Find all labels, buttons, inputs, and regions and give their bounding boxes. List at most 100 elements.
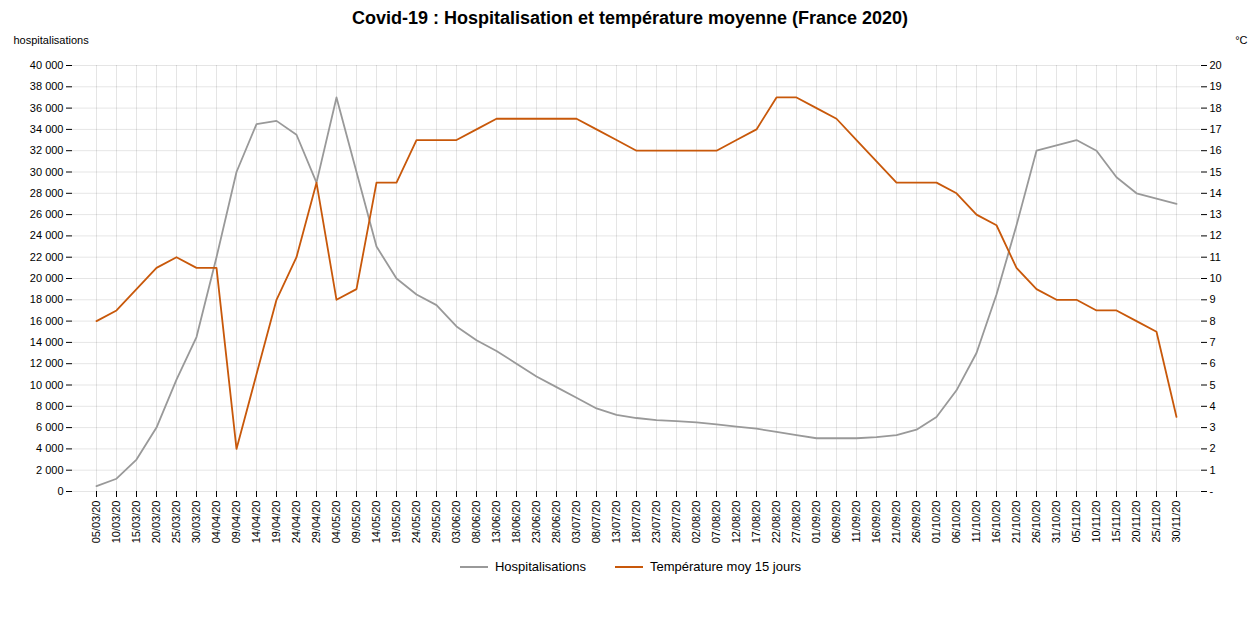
svg-text:11/09/20: 11/09/20 [850, 501, 862, 543]
svg-text:18 000: 18 000 [30, 293, 64, 305]
svg-text:14/04/20: 14/04/20 [250, 501, 262, 544]
svg-text:12 000: 12 000 [30, 357, 64, 369]
svg-text:29/04/20: 29/04/20 [310, 501, 322, 544]
svg-text:30 000: 30 000 [30, 166, 64, 178]
svg-text:09/04/20: 09/04/20 [230, 501, 242, 544]
svg-text:22/08/20: 22/08/20 [770, 501, 782, 544]
svg-text:16/09/20: 16/09/20 [870, 501, 882, 544]
svg-text:13/07/20: 13/07/20 [610, 501, 622, 544]
svg-text:08/07/20: 08/07/20 [590, 501, 602, 544]
svg-text:07/08/20: 07/08/20 [710, 501, 722, 544]
svg-text:25/03/20: 25/03/20 [170, 501, 182, 544]
svg-text:20: 20 [1210, 59, 1222, 71]
svg-text:29/05/20: 29/05/20 [430, 501, 442, 544]
svg-text:13/06/20: 13/06/20 [490, 501, 502, 544]
svg-text:16 000: 16 000 [30, 315, 64, 327]
svg-text:04/05/20: 04/05/20 [330, 501, 342, 544]
svg-text:-: - [1210, 485, 1214, 497]
svg-text:1: 1 [1210, 464, 1216, 476]
svg-text:8 000: 8 000 [36, 400, 64, 412]
svg-text:10/11/20: 10/11/20 [1090, 501, 1102, 543]
svg-text:12/08/20: 12/08/20 [730, 501, 742, 544]
svg-text:28/06/20: 28/06/20 [550, 501, 562, 544]
svg-text:30/03/20: 30/03/20 [190, 501, 202, 544]
svg-text:8: 8 [1210, 315, 1216, 327]
svg-text:24/04/20: 24/04/20 [290, 501, 302, 544]
svg-text:11/10/20: 11/10/20 [970, 501, 982, 543]
svg-text:7: 7 [1210, 336, 1216, 348]
svg-text:01/10/20: 01/10/20 [930, 501, 942, 544]
svg-text:18/06/20: 18/06/20 [510, 501, 522, 544]
svg-text:40 000: 40 000 [30, 59, 64, 71]
svg-text:28/07/20: 28/07/20 [670, 501, 682, 544]
svg-text:12: 12 [1210, 229, 1222, 241]
svg-text:9: 9 [1210, 293, 1216, 305]
svg-text:18: 18 [1210, 102, 1222, 114]
svg-text:34 000: 34 000 [30, 123, 64, 135]
svg-text:6: 6 [1210, 357, 1216, 369]
svg-text:14 000: 14 000 [30, 336, 64, 348]
svg-text:04/04/20: 04/04/20 [210, 501, 222, 544]
svg-text:27/08/20: 27/08/20 [790, 501, 802, 544]
svg-text:28 000: 28 000 [30, 187, 64, 199]
svg-text:13: 13 [1210, 208, 1222, 220]
svg-text:19: 19 [1210, 80, 1222, 92]
svg-text:20/11/20: 20/11/20 [1130, 501, 1142, 543]
svg-text:hospitalisations: hospitalisations [14, 34, 90, 46]
svg-text:17: 17 [1210, 123, 1222, 135]
svg-text:°C: °C [1235, 34, 1247, 46]
svg-text:10 000: 10 000 [30, 379, 64, 391]
svg-text:2: 2 [1210, 442, 1216, 454]
svg-text:36 000: 36 000 [30, 102, 64, 114]
svg-text:05/03/20: 05/03/20 [90, 501, 102, 544]
svg-text:09/05/20: 09/05/20 [350, 501, 362, 544]
svg-text:18/07/20: 18/07/20 [630, 501, 642, 544]
svg-text:30/11/20: 30/11/20 [1170, 501, 1182, 543]
svg-text:5: 5 [1210, 379, 1216, 391]
svg-text:19/05/20: 19/05/20 [390, 501, 402, 544]
svg-text:38 000: 38 000 [30, 80, 64, 92]
svg-text:14/05/20: 14/05/20 [370, 501, 382, 544]
svg-text:02/08/20: 02/08/20 [690, 501, 702, 544]
svg-text:26/09/20: 26/09/20 [910, 501, 922, 544]
svg-text:16: 16 [1210, 144, 1222, 156]
svg-text:15: 15 [1210, 166, 1222, 178]
svg-text:11: 11 [1210, 251, 1221, 263]
svg-text:06/10/20: 06/10/20 [950, 501, 962, 544]
svg-text:03/06/20: 03/06/20 [450, 501, 462, 544]
svg-text:05/11/20: 05/11/20 [1070, 501, 1082, 543]
svg-text:22 000: 22 000 [30, 251, 64, 263]
svg-text:10: 10 [1210, 272, 1222, 284]
svg-text:15/11/20: 15/11/20 [1110, 501, 1122, 543]
svg-text:3: 3 [1210, 421, 1216, 433]
svg-text:08/06/20: 08/06/20 [470, 501, 482, 544]
svg-text:23/07/20: 23/07/20 [650, 501, 662, 544]
svg-text:17/08/20: 17/08/20 [750, 501, 762, 544]
svg-text:16/10/20: 16/10/20 [990, 501, 1002, 544]
svg-text:2 000: 2 000 [36, 464, 64, 476]
svg-text:23/06/20: 23/06/20 [530, 501, 542, 544]
svg-text:19/04/20: 19/04/20 [270, 501, 282, 544]
svg-text:6 000: 6 000 [36, 421, 64, 433]
svg-text:31/10/20: 31/10/20 [1050, 501, 1062, 544]
svg-text:03/07/20: 03/07/20 [570, 501, 582, 544]
svg-text:24 000: 24 000 [30, 229, 64, 241]
svg-text:32 000: 32 000 [30, 144, 64, 156]
svg-text:0: 0 [57, 485, 63, 497]
svg-text:20 000: 20 000 [30, 272, 64, 284]
svg-text:26/10/20: 26/10/20 [1030, 501, 1042, 544]
svg-text:20/03/20: 20/03/20 [150, 501, 162, 544]
svg-text:14: 14 [1210, 187, 1222, 199]
svg-text:4: 4 [1210, 400, 1216, 412]
svg-text:24/05/20: 24/05/20 [410, 501, 422, 544]
svg-text:25/11/20: 25/11/20 [1150, 501, 1162, 543]
svg-text:01/09/20: 01/09/20 [810, 501, 822, 544]
svg-text:26 000: 26 000 [30, 208, 64, 220]
svg-text:4 000: 4 000 [36, 442, 64, 454]
svg-text:10/03/20: 10/03/20 [110, 501, 122, 544]
svg-text:21/10/20: 21/10/20 [1010, 501, 1022, 544]
svg-text:21/09/20: 21/09/20 [890, 501, 902, 544]
svg-text:06/09/20: 06/09/20 [830, 501, 842, 544]
svg-text:15/03/20: 15/03/20 [130, 501, 142, 544]
html-text:Covid-19 : Hospitalisation et: Covid-19 : Hospitalisation et températur… [351, 8, 909, 28]
